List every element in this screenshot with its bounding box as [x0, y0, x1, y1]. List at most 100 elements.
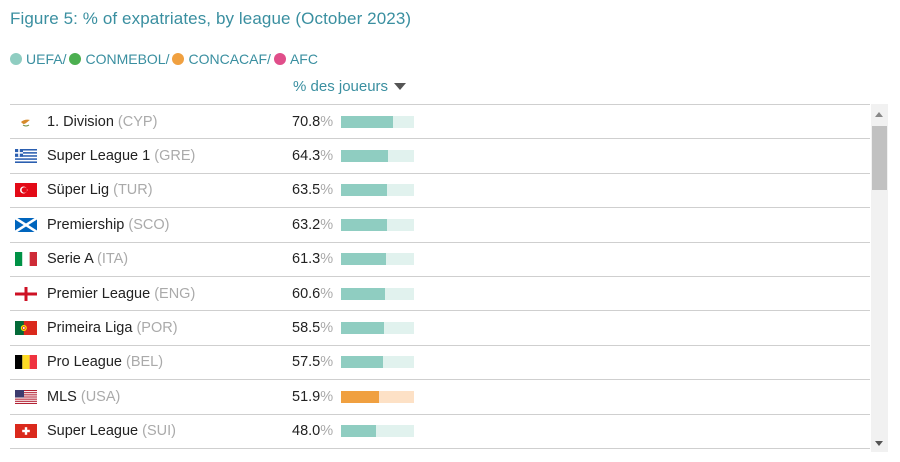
- league-label: Super League: [47, 423, 139, 440]
- value-number: 64.3: [292, 148, 321, 165]
- league-name: Serie A (ITA): [47, 251, 128, 267]
- turkey-flag-icon: [15, 183, 37, 198]
- league-label: Primeira Liga: [47, 320, 133, 337]
- legend-dot-afc: [273, 53, 286, 65]
- legend-label: CONMEBOL/: [85, 51, 170, 67]
- table-row: 1. Division (CYP) 70.8%: [10, 105, 870, 140]
- percent-sign: %: [320, 251, 334, 268]
- table-row: Premiership (SCO) 63.2%: [10, 208, 870, 243]
- value-number: 51.9: [292, 388, 321, 405]
- league-name: Pro League (BEL): [47, 354, 163, 370]
- bar: [341, 218, 388, 231]
- table-row: Pro League (BEL) 57.5%: [10, 346, 870, 381]
- percent-sign: %: [320, 285, 334, 302]
- league-table: 1. Division (CYP) 70.8% Super League 1 (GR…: [10, 104, 870, 452]
- league-label: Premiership: [47, 216, 125, 233]
- scroll-down-icon[interactable]: [875, 441, 883, 446]
- legend-item-afc: AFC: [273, 51, 321, 67]
- greece-flag-icon: [15, 149, 37, 164]
- sort-descending-icon: [394, 83, 407, 90]
- value-label: 63.2%: [292, 217, 333, 233]
- value-label: 58.5%: [292, 320, 333, 336]
- value-label: 63.5%: [292, 182, 333, 198]
- value-label: 48.0%: [292, 423, 333, 439]
- bar-track: [341, 322, 414, 335]
- bar-track: [341, 356, 414, 369]
- legend-dot-conmebol: [69, 53, 82, 65]
- percent-sign: %: [320, 148, 334, 165]
- percent-sign: %: [320, 113, 334, 130]
- legend-label: CONCACAF/: [188, 51, 271, 67]
- bar: [341, 150, 388, 163]
- country-code: (ENG): [154, 285, 196, 302]
- percent-sign: %: [320, 423, 334, 440]
- value-number: 70.8: [292, 113, 321, 130]
- league-label: Pro League: [47, 354, 122, 371]
- league-name: Super League 1 (GRE): [47, 148, 195, 164]
- bar: [341, 287, 386, 300]
- league-name: MLS (USA): [47, 389, 120, 405]
- table-row: MLS (USA) 51.9%: [10, 380, 870, 415]
- value-number: 63.5: [292, 182, 321, 199]
- value-label: 51.9%: [292, 389, 333, 405]
- country-code: (ITA): [96, 251, 129, 268]
- vertical-scrollbar[interactable]: [871, 104, 888, 452]
- portugal-flag-icon: [15, 321, 37, 336]
- bar-track: [341, 150, 414, 163]
- percent-sign: %: [320, 354, 334, 371]
- value-number: 58.5: [292, 320, 321, 337]
- legend-item-concacaf: CONCACAF/: [172, 51, 273, 67]
- table-row: Süper Lig (TUR) 63.5%: [10, 174, 870, 209]
- cyprus-flag-icon: [15, 114, 37, 129]
- bar-track: [341, 253, 414, 266]
- bar: [341, 184, 388, 197]
- scrollbar-thumb[interactable]: [872, 126, 887, 190]
- country-code: (CYP): [117, 113, 158, 130]
- legend: UEFA/ CONMEBOL/ CONCACAF/ AFC: [10, 51, 321, 67]
- country-code: (USA): [80, 388, 121, 405]
- value-number: 48.0: [292, 423, 321, 440]
- legend-dot-concacaf: [172, 53, 185, 65]
- percent-sign: %: [320, 388, 334, 405]
- country-code: (GRE): [154, 148, 196, 165]
- bar: [341, 356, 383, 369]
- usa-flag-icon: [15, 389, 37, 404]
- legend-dot-uefa: [10, 53, 22, 65]
- league-label: Serie A: [47, 251, 93, 268]
- league-label: MLS: [47, 388, 77, 405]
- scotland-flag-icon: [15, 217, 37, 232]
- league-label: Premier League: [47, 285, 151, 302]
- value-label: 57.5%: [292, 354, 333, 370]
- value-label: 61.3%: [292, 251, 333, 267]
- value-label: 60.6%: [292, 286, 333, 302]
- legend-item-uefa: UEFA/: [10, 51, 69, 67]
- league-label: 1. Division: [47, 113, 114, 130]
- percent-sign: %: [320, 182, 334, 199]
- switzerland-flag-icon: [15, 424, 37, 439]
- value-label: 70.8%: [292, 114, 333, 130]
- country-code: (TUR): [113, 182, 153, 199]
- table-row: Premier League (ENG) 60.6%: [10, 277, 870, 312]
- bar-track: [341, 218, 414, 231]
- value-label: 64.3%: [292, 148, 333, 164]
- legend-label: AFC: [289, 51, 318, 67]
- scroll-up-icon[interactable]: [875, 112, 883, 117]
- bar: [341, 322, 384, 335]
- bar-track: [341, 287, 414, 300]
- chart-title: Figure 5: % of expatriates, by league (O…: [10, 9, 412, 28]
- percent-sign: %: [320, 216, 334, 233]
- country-code: (SCO): [128, 216, 170, 233]
- value-number: 60.6: [292, 285, 321, 302]
- value-number: 61.3: [292, 251, 321, 268]
- bar: [341, 253, 386, 266]
- table-row: Super League (SUI) 48.0%: [10, 415, 870, 449]
- italy-flag-icon: [15, 252, 37, 267]
- league-name: Super League (SUI): [47, 423, 176, 439]
- sort-column-header[interactable]: % des joueurs: [293, 78, 407, 95]
- league-name: Premier League (ENG): [47, 286, 195, 302]
- league-name: Süper Lig (TUR): [47, 182, 153, 198]
- league-name: Primeira Liga (POR): [47, 320, 178, 336]
- england-flag-icon: [15, 286, 37, 301]
- table-row: Super League 1 (GRE) 64.3%: [10, 139, 870, 174]
- country-code: (SUI): [142, 423, 176, 440]
